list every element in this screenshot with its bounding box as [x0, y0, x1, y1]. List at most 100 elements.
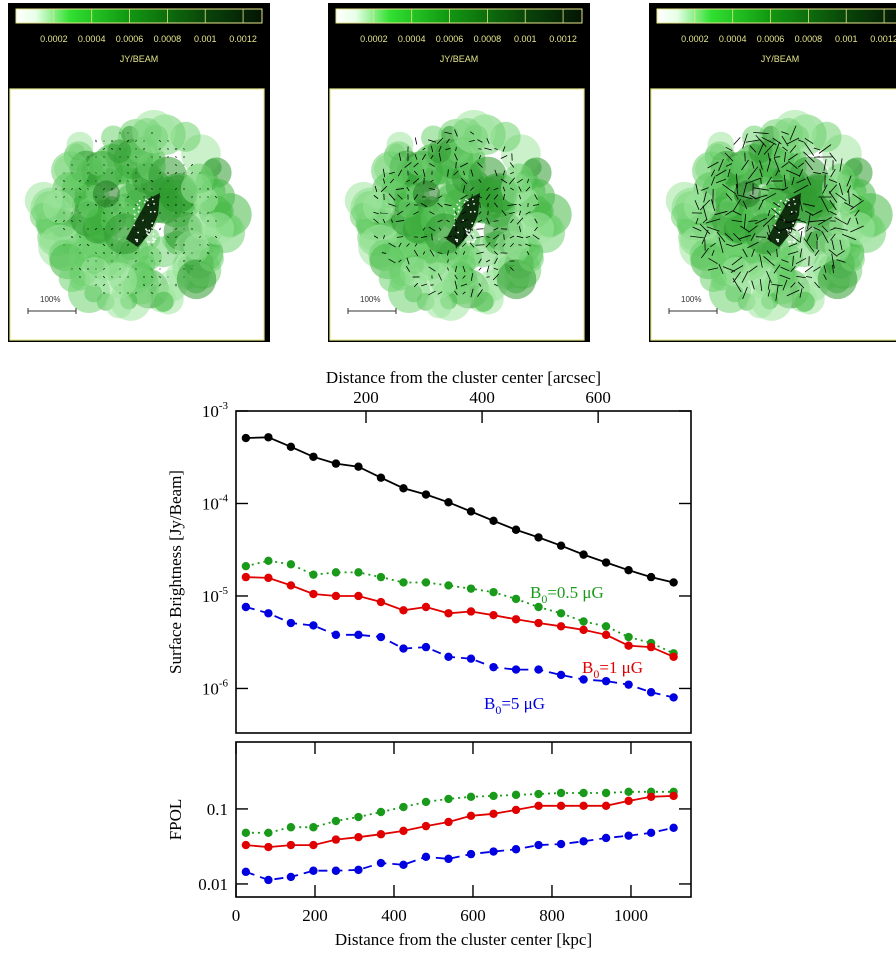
pol-vector [455, 161, 457, 169]
pol-vector [437, 219, 443, 223]
pol-vector [716, 231, 726, 243]
pol-vector [786, 289, 800, 297]
pol-vector [444, 131, 452, 135]
core-speckle [133, 207, 135, 210]
pol-vector [462, 227, 466, 231]
pol-vector [159, 283, 161, 287]
data-point [376, 473, 386, 482]
pol-vector [841, 233, 857, 241]
pol-vector [727, 168, 731, 178]
colorbar-tick-label: 0.0002 [681, 34, 709, 44]
pol-vector [396, 236, 404, 238]
pol-vector [830, 227, 836, 231]
pol-vector [135, 292, 137, 294]
pol-vector [493, 194, 499, 200]
emission-blob [473, 291, 494, 312]
pol-vector [509, 211, 515, 215]
pol-vector [175, 196, 177, 198]
pol-vector [454, 290, 458, 296]
data-point [399, 578, 408, 587]
pol-vector [469, 242, 475, 248]
pol-vector [135, 156, 137, 158]
pol-vector [412, 178, 420, 184]
pol-vector [710, 242, 716, 248]
pol-vector [454, 129, 458, 137]
pol-vector [199, 244, 201, 246]
pol-vector [395, 188, 405, 190]
pol-vector [722, 183, 736, 195]
x2-axis-title: Distance from the cluster center [arcsec… [326, 368, 601, 387]
pol-vector [79, 267, 81, 271]
pol-vector [493, 227, 499, 231]
pol-vector [767, 224, 771, 234]
colorbar-tick-label: 0.0012 [229, 34, 257, 44]
pol-vector [763, 143, 775, 155]
pol-vector [805, 226, 813, 232]
data-point [511, 845, 521, 854]
pol-vector [477, 162, 483, 168]
pol-vector [199, 236, 201, 238]
pol-vector [751, 280, 755, 290]
pol-vector [525, 243, 531, 247]
pol-vector [725, 163, 733, 167]
core-speckle [778, 231, 781, 234]
pol-vector [95, 204, 97, 206]
data-point [466, 607, 476, 616]
pol-vector [763, 256, 775, 266]
pol-vector [707, 161, 719, 169]
data-point [286, 618, 296, 628]
pol-vector [422, 147, 426, 151]
emission-blob [801, 191, 819, 208]
core-speckle [456, 240, 458, 243]
data-point [354, 568, 363, 577]
colorbar-tick-label: 0.0008 [795, 34, 823, 44]
pol-vector [135, 204, 137, 206]
pol-vector [444, 235, 452, 239]
pol-vector [63, 228, 65, 230]
y-tick-label: 10-6 [202, 677, 229, 698]
scale-label: 100% [681, 295, 701, 304]
data-point [286, 823, 296, 832]
pol-vector [820, 197, 830, 213]
pol-vector [461, 202, 467, 208]
y-tick-label: 10-3 [202, 400, 229, 421]
x-tick-label: 1000 [614, 906, 648, 925]
pol-vector [724, 152, 734, 162]
data-point [286, 872, 296, 882]
pol-vector [119, 228, 121, 230]
core-speckle [473, 210, 476, 213]
pol-vector [735, 194, 739, 200]
pol-vector [126, 196, 130, 198]
pol-vector [806, 176, 812, 186]
x-tick-label: 400 [381, 906, 407, 925]
pol-vector [470, 187, 474, 191]
data-point [624, 680, 633, 689]
core-speckle [792, 222, 795, 225]
pol-vector [503, 234, 505, 240]
pol-vector [707, 267, 719, 271]
pol-vector [742, 200, 748, 210]
pol-vector [151, 244, 153, 246]
pol-vector [175, 171, 177, 175]
pol-vector [373, 195, 379, 199]
pol-vector [804, 137, 814, 145]
pol-vector [406, 257, 410, 265]
pol-vector [828, 184, 838, 194]
pol-vector [422, 169, 426, 177]
data-point [376, 858, 386, 868]
pol-vector [381, 252, 387, 254]
pol-vector [735, 173, 739, 189]
emission-blob [490, 121, 521, 152]
pol-vector [722, 266, 736, 272]
data-point [556, 788, 566, 798]
pol-vector [821, 230, 829, 244]
core-speckle [787, 199, 790, 202]
pol-vector [388, 203, 396, 207]
emission-blob [170, 121, 201, 152]
data-point [309, 570, 318, 579]
core-speckle [146, 229, 148, 232]
emission-blob [407, 154, 428, 176]
pol-vector [725, 193, 733, 201]
pol-vector [510, 171, 514, 175]
pol-vector [781, 162, 789, 168]
